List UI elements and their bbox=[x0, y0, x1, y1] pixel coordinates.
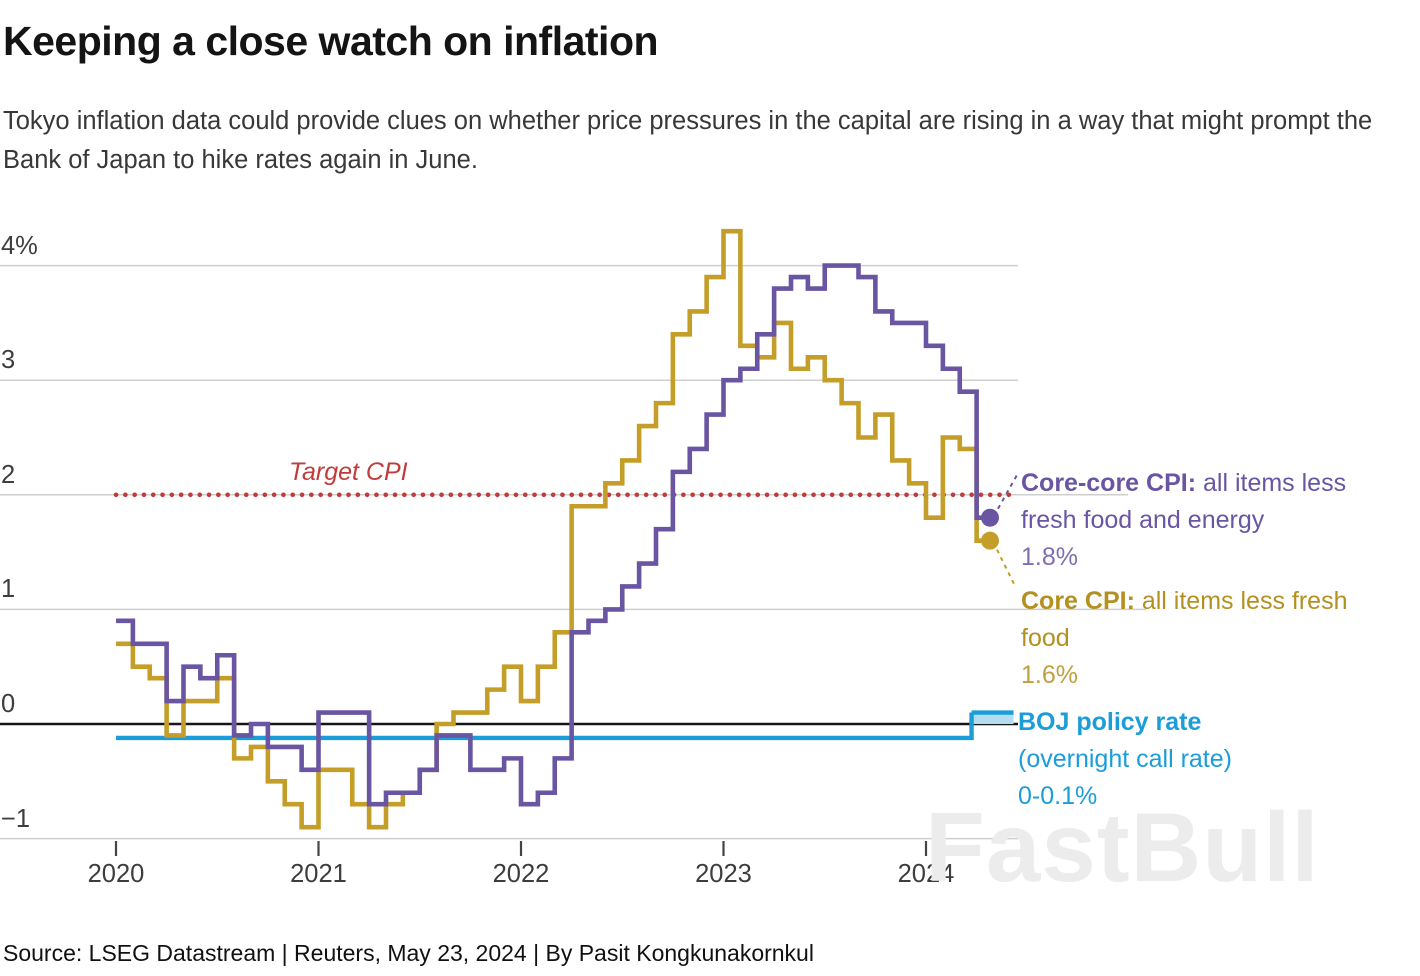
x-axis-tick-label: 2022 bbox=[492, 860, 550, 888]
watermark: FastBull bbox=[925, 792, 1320, 902]
core-cpi-leader-line bbox=[996, 549, 1016, 587]
boj-policy-rate-value: 0-0.1% bbox=[1018, 782, 1098, 810]
x-axis-tick-label: 2021 bbox=[290, 860, 347, 888]
core-cpi-line bbox=[116, 228, 994, 830]
core-core-cpi-end-dot bbox=[981, 508, 999, 527]
target-cpi-label: Target CPI bbox=[289, 458, 408, 486]
y-axis-tick-label: −1 bbox=[1, 804, 31, 833]
core-core-cpi-label-bold: Core-core CPI: bbox=[1021, 469, 1197, 497]
x-axis-tick-label: 2024 bbox=[897, 860, 955, 888]
page-title: Keeping a close watch on inflation bbox=[3, 18, 659, 64]
core-core-cpi-label-rest: all items less fresh food and energy bbox=[1021, 469, 1347, 534]
boj-policy-rate-line bbox=[116, 712, 974, 741]
x-axis-tick-label: 2020 bbox=[87, 860, 145, 888]
y-axis-tick-label: 4% bbox=[1, 231, 38, 260]
page-subtitle: Tokyo inflation data could provide clues… bbox=[3, 107, 1380, 174]
core-cpi-end-dot bbox=[981, 531, 999, 550]
core-core-cpi-leader-line bbox=[997, 474, 1018, 510]
core-cpi-label-bold: Core CPI: bbox=[1021, 587, 1135, 615]
y-axis-tick-label: 0 bbox=[1, 690, 16, 718]
core-core-cpi-latest-value: 1.8% bbox=[1021, 543, 1078, 571]
boj-policy-rate-sublabel: (overnight call rate) bbox=[1018, 745, 1232, 773]
boj-rate-band bbox=[971, 712, 1014, 724]
boj-policy-rate-label: BOJ policy rate bbox=[1018, 708, 1202, 736]
y-axis-tick-label: 1 bbox=[1, 575, 16, 604]
y-axis-tick-label: 2 bbox=[1, 460, 16, 489]
source-line: Source: LSEG Datastream | Reuters, May 2… bbox=[3, 940, 814, 966]
annotation-core-cpi: Core CPI: all items less fresh food 1.6% bbox=[1021, 583, 1379, 694]
y-axis-tick-label: 3 bbox=[1, 346, 16, 375]
core-core-cpi-line bbox=[116, 263, 994, 807]
x-axis-tick-label: 2023 bbox=[695, 860, 752, 888]
annotation-boj-policy-rate: BOJ policy rate (overnight call rate) 0-… bbox=[1018, 704, 1398, 815]
core-cpi-label-rest: all items less fresh food bbox=[1021, 587, 1348, 652]
core-cpi-latest-value: 1.6% bbox=[1021, 661, 1078, 689]
annotation-core-core-cpi: Core-core CPI: all items less fresh food… bbox=[1021, 465, 1383, 576]
